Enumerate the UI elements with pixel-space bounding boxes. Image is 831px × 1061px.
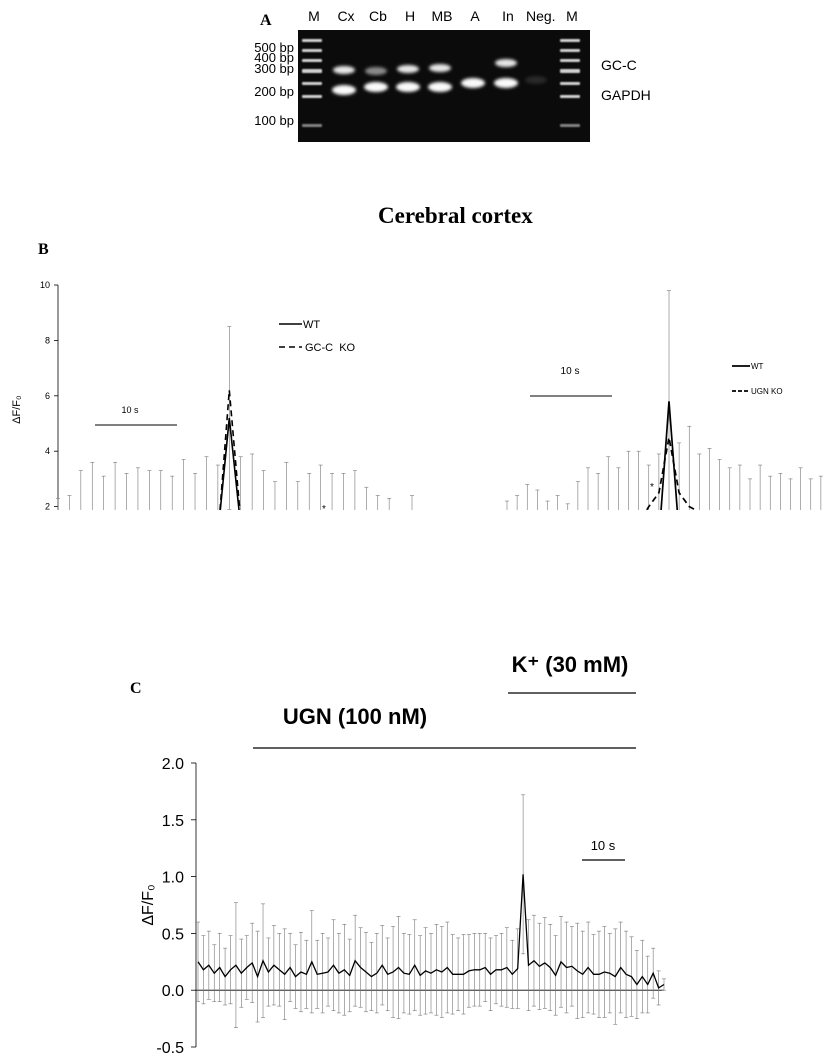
gel-lane-label: M — [308, 8, 320, 24]
section-title: Cerebral cortex — [378, 203, 533, 228]
series-line-solid — [197, 874, 665, 989]
gel-lane-label: A — [470, 8, 480, 24]
panel-c-letter: C — [130, 680, 142, 697]
bp-marker-label: 100 bp — [254, 113, 294, 128]
legend-label: WT — [751, 362, 764, 371]
gel-image — [298, 30, 590, 142]
y-tick-label: 2 — [45, 502, 50, 510]
gc-c-band — [365, 67, 387, 75]
gel-bp-labels: 500 bp 400 bp 300 bp 200 bp 100 bp — [232, 40, 296, 140]
y-axis-label: ΔF/F₀ — [11, 395, 23, 423]
chart-b-right: 10 s WT UGN KO * — [505, 290, 823, 510]
gel-marker-band — [302, 49, 322, 52]
gel-marker-band — [560, 82, 580, 85]
gc-c-band — [333, 66, 355, 74]
gel-lane-label: In — [502, 8, 514, 24]
gapdh-band — [396, 82, 420, 92]
y-tick-label: 1.0 — [162, 870, 184, 887]
gel-marker-band — [560, 49, 580, 52]
series-line-solid — [660, 401, 679, 510]
significance-asterisk: * — [322, 504, 326, 510]
y-tick-label: 10 — [40, 280, 50, 290]
gel-marker-band — [560, 59, 580, 62]
gel-lane-labels: M Cx Cb H MB A In Neg. M — [300, 8, 590, 28]
gel-marker-band — [560, 124, 580, 127]
gel-lane-label: MB — [431, 8, 453, 24]
gel-marker-band — [560, 95, 580, 98]
gel-marker-band — [302, 69, 322, 73]
gel-marker-band — [302, 124, 322, 127]
gel-lane-label: Cb — [369, 8, 387, 24]
legend-label: WT — [303, 319, 320, 331]
gel-marker-band — [560, 39, 580, 42]
y-tick-label: 0.0 — [162, 983, 184, 1000]
bp-marker-label: 200 bp — [254, 84, 294, 99]
y-tick-label: 8 — [45, 335, 50, 345]
y-tick-label: 6 — [45, 391, 50, 401]
panel-a-letter: A — [260, 12, 272, 29]
gel-marker-band — [302, 59, 322, 62]
gapdh-band — [494, 78, 518, 88]
significance-asterisk: * — [650, 482, 654, 493]
y-tick-label: 2.0 — [162, 756, 184, 773]
gc-c-band — [397, 65, 419, 73]
y-tick-label: -0.5 — [156, 1040, 184, 1057]
gapdh-band — [428, 82, 452, 92]
gel-lane-label: Neg. — [526, 8, 556, 24]
y-axis-label: ΔF/F₀ — [140, 884, 157, 925]
gc-c-band — [429, 64, 451, 72]
scale-bar-label: 10 s — [591, 838, 616, 853]
gc-c-band — [495, 59, 517, 67]
y-tick-label: 1.5 — [162, 813, 184, 830]
gc-c-band-label: GC-C — [601, 57, 637, 73]
gel-marker-band — [560, 69, 580, 73]
gapdh-band — [461, 78, 485, 88]
gapdh-band — [364, 82, 388, 92]
y-tick-label: 0.5 — [162, 926, 184, 943]
k-label: K⁺ (30 mM) — [512, 652, 629, 677]
legend-label: UGN KO — [751, 387, 783, 396]
gapdh-band-label: GAPDH — [601, 87, 651, 103]
gel-lane-label: Cx — [337, 8, 355, 24]
bp-marker-label: 300 bp — [254, 61, 294, 76]
gc-c-band — [525, 76, 547, 84]
bp-marker-label: 400 bp — [254, 50, 294, 65]
panel-b-letter: B — [38, 241, 49, 258]
scale-bar-label: 10 s — [121, 405, 139, 415]
bp-marker-label: 500 bp — [254, 40, 294, 55]
gel-lane-label: H — [404, 8, 416, 24]
series-line-solid — [219, 417, 240, 510]
panel-c-chart: -0.5 0.0 0.5 1.0 1.5 2.0 ΔF/F₀ 10 s UGN (100 nM)… — [140, 652, 666, 1057]
gapdh-band — [332, 85, 356, 95]
series-line-dashed — [219, 390, 241, 510]
gel-marker-band — [302, 95, 322, 98]
legend-label: GC-C KO — [305, 342, 356, 354]
ugn-label: UGN (100 nM) — [283, 704, 427, 729]
scale-bar-label: 10 s — [561, 366, 580, 377]
gel-lane-label: M — [566, 8, 578, 24]
y-tick-label: 4 — [45, 446, 50, 456]
gel-marker-band — [302, 39, 322, 42]
gel-marker-band — [302, 82, 322, 85]
